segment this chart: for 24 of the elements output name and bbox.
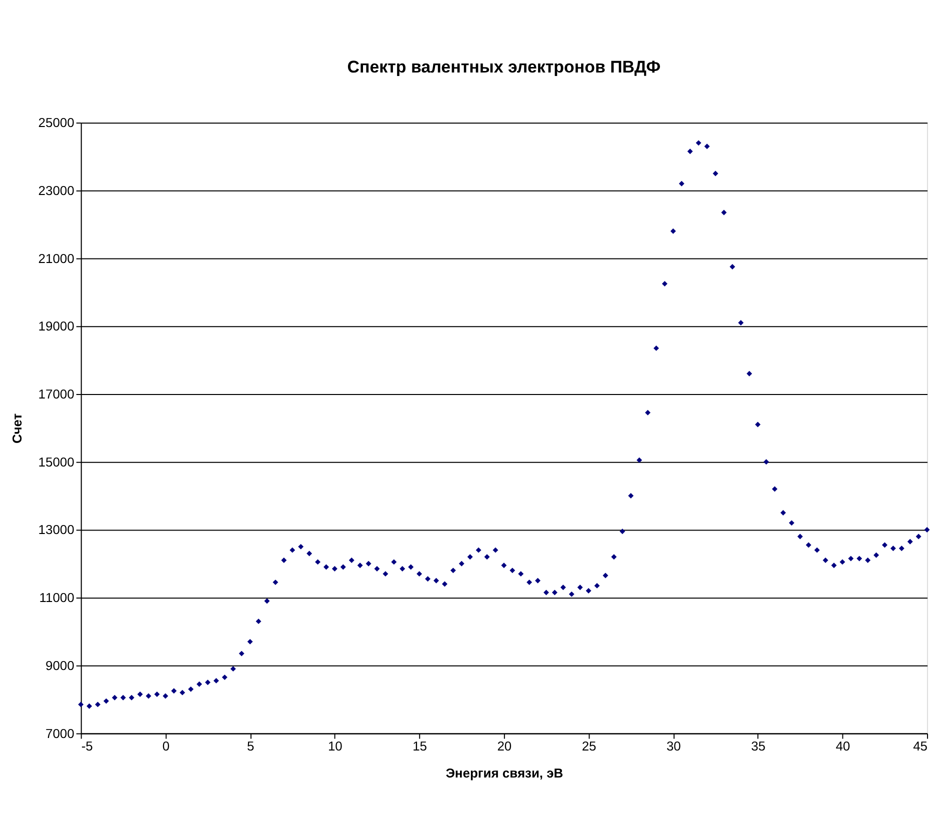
x-tick-label: 0 <box>162 738 170 754</box>
x-axis-title: Энергия связи, эВ <box>446 766 564 781</box>
y-tick-label: 13000 <box>38 522 74 538</box>
y-tick-label: 17000 <box>38 386 74 402</box>
y-tick-label: 7000 <box>45 726 74 741</box>
x-tick-label: 20 <box>497 738 512 754</box>
chart-title: Спектр валентных электронов ПВДФ <box>347 58 661 77</box>
x-tick-label: 35 <box>751 738 766 754</box>
x-tick-label: 15 <box>412 738 428 754</box>
y-tick-label: 9000 <box>45 658 74 673</box>
y-tick-label: 15000 <box>38 454 74 470</box>
y-tick-label: 25000 <box>38 115 74 130</box>
y-tick-label: 19000 <box>38 318 74 334</box>
x-tick-label: 30 <box>666 738 681 754</box>
x-tick-label: 40 <box>836 738 850 754</box>
x-tick-label: 5 <box>246 738 254 754</box>
x-tick-label: -5 <box>81 738 93 754</box>
y-tick-label: 21000 <box>38 250 74 266</box>
x-tick-label: 10 <box>328 738 342 754</box>
x-tick-label: 45 <box>913 738 928 754</box>
y-tick-label: 23000 <box>38 182 74 198</box>
y-axis-title: Счет <box>9 413 24 444</box>
y-tick-label: 11000 <box>39 590 74 606</box>
x-tick-label: 25 <box>582 738 596 754</box>
